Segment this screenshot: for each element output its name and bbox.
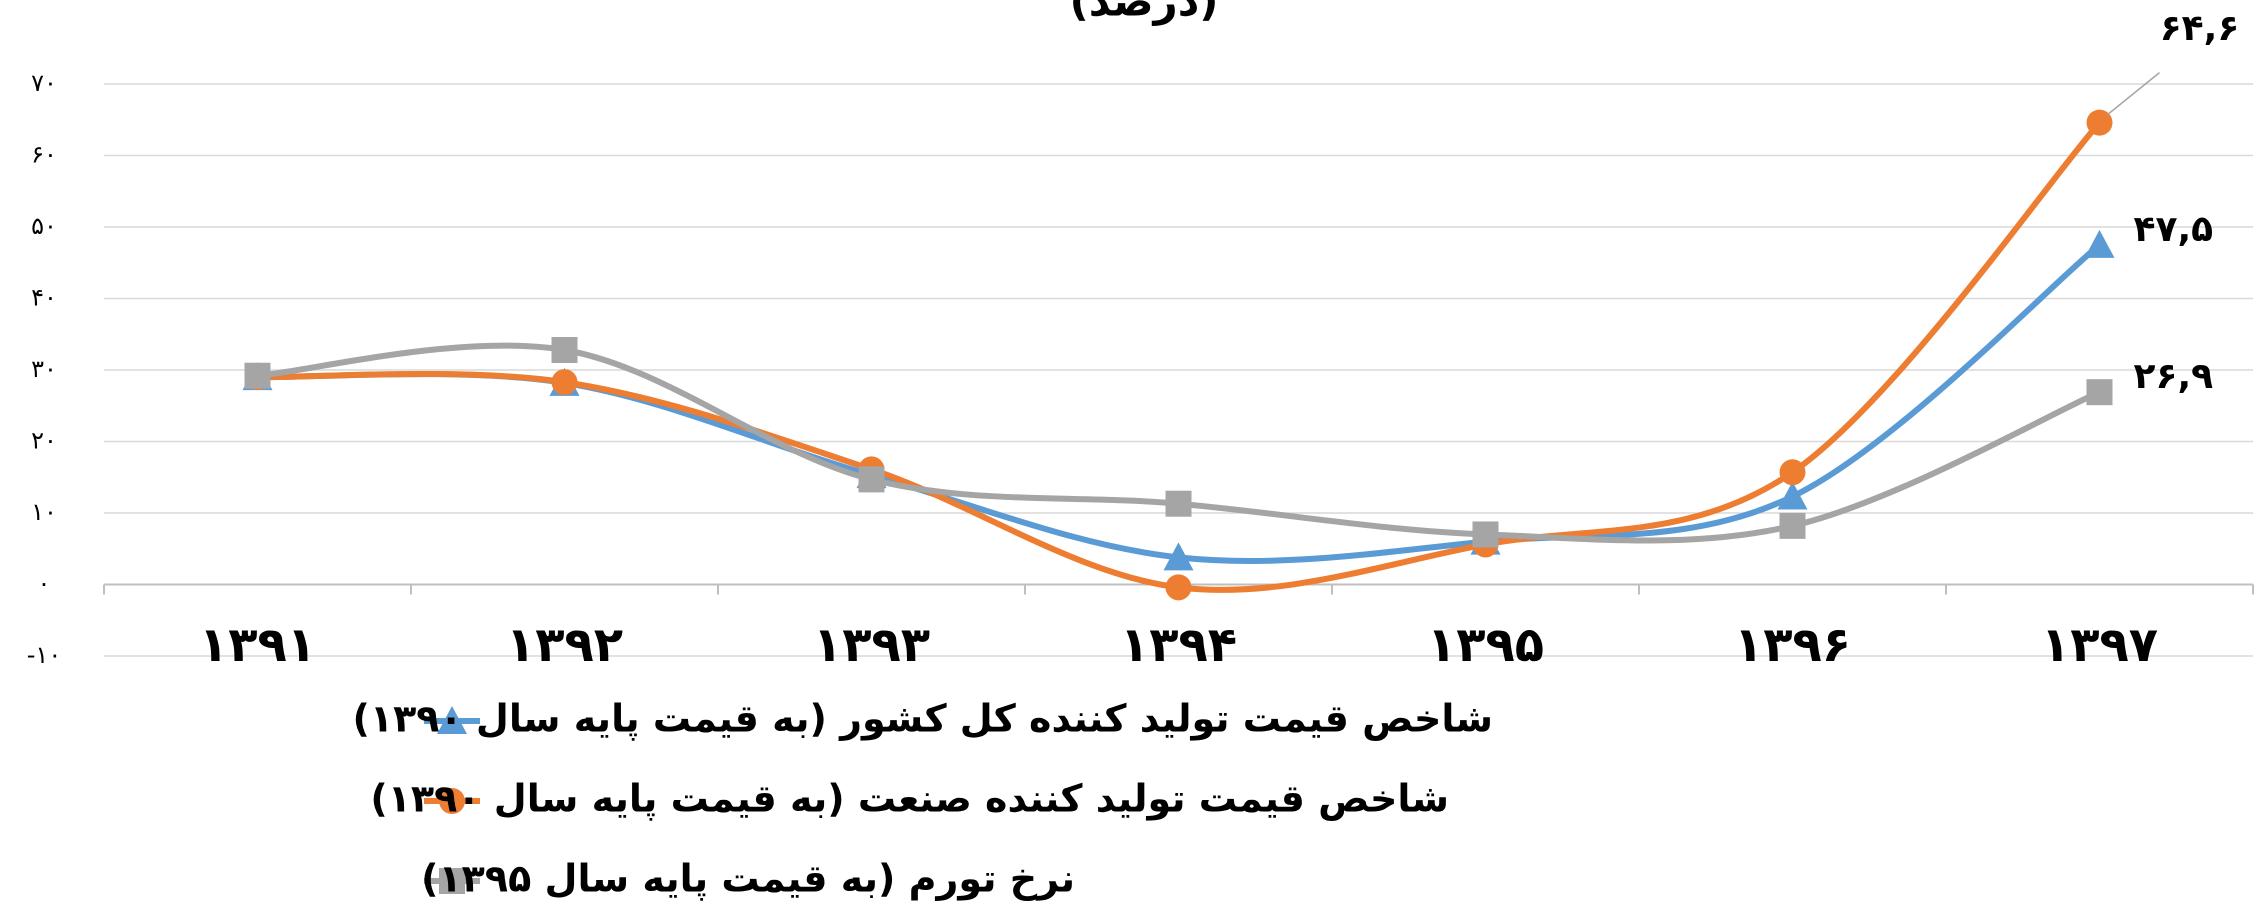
x-tick-label: ۱۳۹۴	[1120, 617, 1237, 673]
data-point	[1472, 521, 1499, 548]
data-point	[1165, 574, 1192, 601]
y-tick-label: ۷۰	[31, 69, 57, 97]
legend-marker	[439, 868, 465, 894]
x-tick-label: ۱۳۹۲	[506, 617, 623, 673]
data-label: ۶۴,۶	[2160, 8, 2240, 49]
chart-title: (درصد)	[1070, 0, 1219, 26]
y-tick-label: ۲۰	[31, 427, 57, 455]
data-point	[1779, 459, 1806, 486]
y-tick-label: ۰	[38, 570, 51, 598]
data-point	[1163, 542, 1194, 571]
x-tick-label: ۱۳۹۱	[199, 617, 316, 673]
data-point	[858, 466, 885, 493]
data-point	[551, 336, 578, 363]
x-tick-label: ۱۳۹۶	[1734, 617, 1851, 673]
y-tick-label: ۶۰	[31, 141, 57, 169]
y-tick-label: ۳۰	[31, 355, 57, 383]
leader-line	[2107, 72, 2160, 116]
legend-label: شاخص قیمت تولید کننده کل کشور (به قیمت پ…	[353, 697, 1493, 741]
data-point	[2084, 229, 2115, 258]
legend-label: شاخص قیمت تولید کننده صنعت (به قیمت پایه…	[370, 777, 1449, 821]
y-tick-label: ۵۰	[31, 212, 57, 240]
x-tick-label: ۱۳۹۷	[2041, 617, 2158, 673]
data-point	[244, 362, 271, 389]
data-point	[2086, 109, 2113, 136]
legend-marker	[437, 706, 467, 734]
legend-label: نرخ تورم (به قیمت پایه سال ۱۳۹۵)	[421, 857, 1075, 902]
data-point	[1779, 512, 1806, 539]
data-point	[2086, 379, 2113, 406]
y-tick-label: ۱۰	[31, 498, 57, 526]
y-tick-label: ۴۰	[31, 284, 57, 312]
y-tick-label: -۱۰	[27, 641, 61, 669]
data-point	[1165, 490, 1192, 517]
data-point	[551, 369, 578, 396]
data-point	[1777, 481, 1808, 510]
x-tick-label: ۱۳۹۵	[1427, 617, 1544, 673]
data-label: ۴۷,۵	[2134, 209, 2214, 250]
data-label: ۲۶,۹	[2134, 356, 2214, 397]
legend-marker	[439, 788, 465, 814]
x-tick-label: ۱۳۹۳	[813, 617, 930, 673]
